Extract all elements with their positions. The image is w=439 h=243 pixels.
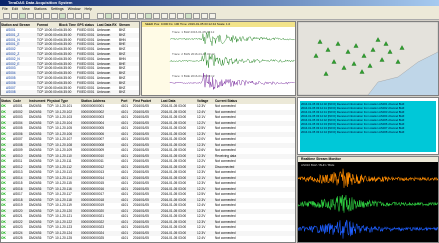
monitor-trace (298, 195, 438, 213)
toolbar-button[interactable] (153, 13, 160, 19)
toolbar-button[interactable] (121, 13, 128, 19)
toolbar-button[interactable] (201, 13, 208, 19)
toolbar-button[interactable] (43, 13, 50, 19)
toolbar-button[interactable] (209, 13, 216, 19)
toolbar-button[interactable] (145, 13, 152, 19)
toolbar-button[interactable] (67, 13, 74, 19)
toolbar-button[interactable] (169, 13, 176, 19)
toolbar (0, 12, 439, 20)
toolbar-button[interactable] (83, 13, 90, 19)
trace-label: Trace: 3 BHE 2016-01-05 03:12 (172, 74, 215, 78)
table-cell: Unknown (97, 90, 119, 95)
toolbar-button[interactable] (59, 13, 66, 19)
monitor-trace (298, 220, 438, 238)
toolbar-button[interactable] (19, 13, 26, 19)
map-panel (297, 21, 439, 96)
toolbar-button[interactable] (105, 13, 112, 19)
trace-label: Trace: 2 BHN 2016-01-05 03:12 (172, 52, 215, 56)
log-panel: 2016-01-05 03:12:40 [INFO] Received info… (297, 97, 439, 155)
menu-item[interactable]: Help (85, 7, 92, 11)
waveform-panel: SEED Pos: 0.000 Fs: 100 Time: 2016-01-05… (141, 21, 296, 96)
table-cell: FIXED 0001 (77, 90, 97, 95)
toolbar-button[interactable] (137, 13, 144, 19)
table-cell: AS025 (13, 236, 29, 242)
toolbar-button[interactable] (161, 13, 168, 19)
toolbar-button[interactable] (75, 13, 82, 19)
table-cell: DM24S6 (29, 236, 47, 242)
table-cell: 2016-01-05 03:00 (161, 236, 197, 242)
menu-item[interactable]: Edit (12, 7, 18, 11)
monitor-title: Realtime Stream Monitor (298, 157, 438, 162)
toolbar-button[interactable] (177, 13, 184, 19)
toolbar-button[interactable] (3, 13, 10, 19)
table-cell: TCP 10:00:00 ms (37, 90, 59, 95)
table-cell: 12.4V (197, 236, 215, 242)
log-line: 2016-01-05 03:12:44 [INFO] Received info… (301, 130, 435, 134)
waveform-plot: Trace: 1 BHZ 2016-01-05 03:12Trace: 2 BH… (142, 27, 295, 95)
toolbar-button[interactable] (193, 13, 200, 19)
land (298, 22, 438, 95)
menu-item[interactable]: File (2, 7, 8, 11)
menu-item[interactable]: Window (68, 7, 81, 11)
toolbar-button[interactable] (27, 13, 34, 19)
app: {"window":{"title":"TeraDAS Data Acquisi… (0, 0, 439, 243)
toolbar-button[interactable] (97, 13, 104, 19)
toolbar-button[interactable] (51, 13, 58, 19)
table-cell: AS008 (1, 90, 42, 95)
status-table: StatusCodeInstrumentPhysical TypeStation… (0, 97, 296, 243)
log-box: 2016-01-05 03:12:40 [INFO] Received info… (300, 101, 436, 152)
monitor-plot (298, 167, 438, 242)
toolbar-button[interactable] (129, 13, 136, 19)
map (298, 22, 438, 95)
plot-area (170, 27, 295, 95)
table-cell: BHZ (119, 90, 139, 95)
menu-item[interactable]: View (22, 7, 30, 11)
table-cell: Not connected (215, 236, 295, 242)
table-cell: 0000000000025 (81, 236, 121, 242)
monitor-trace (298, 169, 438, 188)
table-cell: 2016/01/05 (133, 236, 161, 242)
stream-monitor: Realtime Stream MonitorAS010 BHZ / BHN /… (297, 156, 439, 243)
menu-item[interactable]: Stations (34, 7, 47, 11)
toolbar-button[interactable] (185, 13, 192, 19)
station-tree: Station and StreamFormatBlock TimeGPS st… (0, 21, 140, 96)
menu-item[interactable]: Settings (51, 7, 64, 11)
toolbar-button[interactable] (113, 13, 120, 19)
table-cell: TCP: 10.1.20.125 (47, 236, 81, 242)
toolbar-button[interactable] (35, 13, 42, 19)
table-cell: 4101 (121, 236, 133, 242)
table-cell: 04:35:00 (59, 90, 77, 95)
table-cell: OK (1, 236, 13, 242)
toolbar-button[interactable] (11, 13, 18, 19)
